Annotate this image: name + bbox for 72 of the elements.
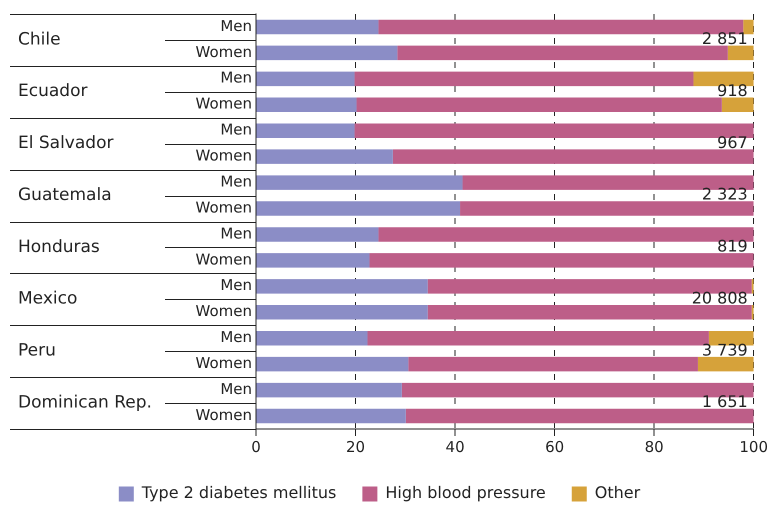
y-tick-label: Men bbox=[220, 16, 252, 35]
bar bbox=[256, 20, 378, 34]
annotation: 918 bbox=[717, 80, 748, 100]
y-tick-label: Men bbox=[220, 380, 252, 398]
y-tick-label: Women bbox=[196, 42, 252, 61]
x-tick-label: 20 bbox=[346, 438, 366, 456]
text: El Salvador bbox=[18, 133, 114, 154]
annotation: 20 808 bbox=[692, 288, 748, 308]
text: Honduras bbox=[18, 236, 100, 257]
y-tick-label: Men bbox=[220, 276, 252, 294]
bar bbox=[256, 123, 355, 138]
bar bbox=[256, 382, 402, 398]
bar bbox=[256, 330, 368, 346]
text: Peru bbox=[18, 340, 56, 361]
text: Guatemala bbox=[18, 184, 112, 205]
bar bbox=[256, 305, 428, 320]
x-tick-label: 100 bbox=[739, 438, 768, 456]
bar bbox=[256, 149, 393, 164]
bar bbox=[256, 408, 406, 424]
bar bbox=[728, 46, 754, 60]
bar bbox=[408, 356, 698, 372]
bar bbox=[256, 253, 370, 268]
legend-label: High blood pressure bbox=[385, 483, 546, 502]
x-tick-label: 60 bbox=[545, 438, 564, 456]
annotation: 2 851 bbox=[702, 29, 748, 48]
bar bbox=[256, 279, 428, 294]
text: Mexico bbox=[18, 288, 78, 309]
y-tick-label: Men bbox=[220, 328, 252, 346]
y-tick-label: Women bbox=[196, 302, 252, 320]
annotation: 819 bbox=[717, 236, 748, 256]
bar bbox=[406, 408, 754, 424]
bar bbox=[392, 149, 754, 164]
y-tick-label: Women bbox=[196, 198, 252, 216]
bar bbox=[256, 227, 378, 242]
bar bbox=[256, 98, 357, 112]
text: Chile bbox=[18, 29, 61, 50]
bar bbox=[256, 201, 460, 216]
y-tick-label: Men bbox=[220, 224, 252, 242]
x-tick-label: 80 bbox=[644, 438, 664, 456]
y-tick-label: Men bbox=[220, 120, 252, 139]
text: Dominican Rep. bbox=[18, 392, 152, 412]
bar bbox=[256, 175, 463, 190]
legend-label: Other bbox=[594, 483, 641, 502]
bar bbox=[428, 305, 752, 320]
legend-label: Type 2 diabetes mellitus bbox=[140, 483, 336, 502]
bar bbox=[256, 46, 398, 60]
bar bbox=[397, 46, 728, 60]
text: Ecuador bbox=[18, 81, 88, 102]
y-tick-label: Women bbox=[196, 146, 252, 165]
bar bbox=[354, 123, 754, 138]
y-tick-label: Women bbox=[196, 406, 252, 424]
x-tick-label: 0 bbox=[251, 438, 261, 456]
annotation: 967 bbox=[717, 132, 748, 152]
annotation: 3 739 bbox=[702, 340, 748, 360]
bar bbox=[708, 330, 754, 346]
bar bbox=[698, 356, 754, 372]
y-tick-label: Men bbox=[220, 68, 252, 87]
bar bbox=[722, 98, 754, 112]
bar bbox=[369, 253, 754, 268]
y-tick-label: Women bbox=[196, 250, 252, 268]
bar bbox=[256, 72, 355, 86]
bar bbox=[354, 72, 694, 86]
bar bbox=[256, 356, 408, 372]
bar bbox=[367, 330, 709, 346]
y-tick-label: Men bbox=[220, 172, 252, 190]
annotation: 2 323 bbox=[702, 184, 748, 204]
x-tick-label: 40 bbox=[446, 438, 465, 456]
annotation: 1 651 bbox=[702, 392, 748, 412]
y-tick-label: Women bbox=[196, 94, 252, 113]
bar bbox=[460, 201, 754, 216]
y-tick-label: Women bbox=[196, 354, 252, 372]
bar bbox=[356, 98, 722, 112]
